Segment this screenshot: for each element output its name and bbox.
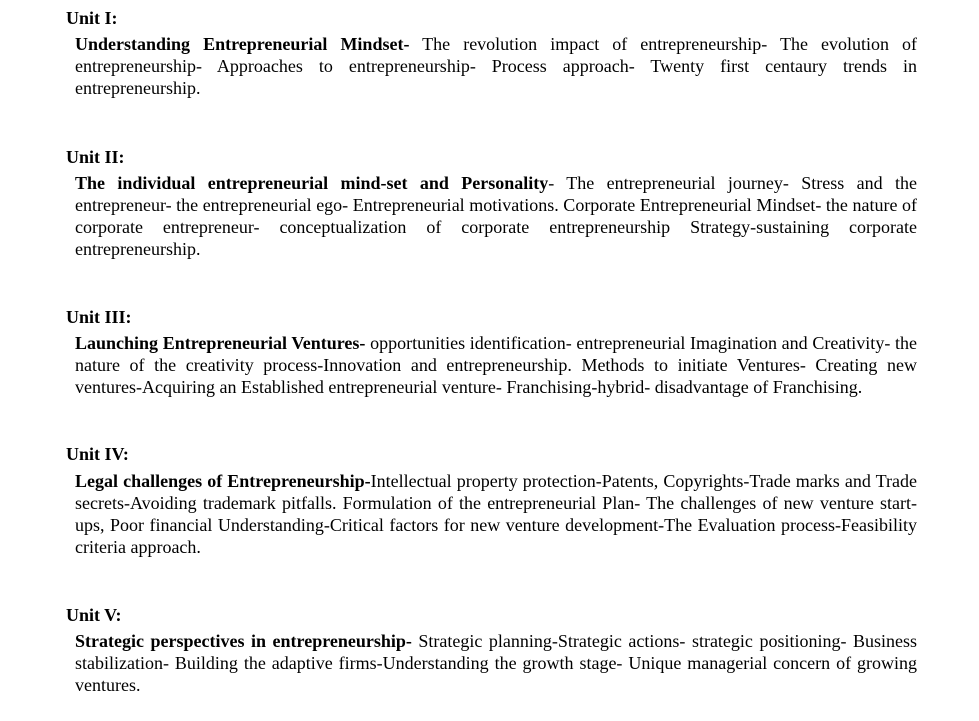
unit-4-heading: Unit IV:	[66, 444, 129, 464]
unit-4-title: Legal challenges of Entrepreneurship-	[75, 471, 371, 491]
unit-2-body: The individual entrepreneurial mind-set …	[75, 172, 917, 260]
unit-5-body: Strategic perspectives in entrepreneursh…	[75, 630, 917, 696]
unit-2-heading: Unit II:	[66, 147, 125, 167]
unit-3-heading: Unit III:	[66, 307, 132, 327]
unit-4-text: Intellectual property protection-Patents…	[75, 471, 917, 557]
unit-2-text: - The entrepreneurial journey- Stress an…	[75, 173, 917, 259]
unit-3-title: Launching Entrepreneurial Ventures-	[75, 333, 366, 353]
unit-1-body: Understanding Entrepreneurial Mindset- T…	[75, 33, 917, 99]
unit-3-body: Launching Entrepreneurial Ventures- oppo…	[75, 332, 917, 398]
unit-1-heading: Unit I:	[66, 8, 118, 28]
unit-5-title: Strategic perspectives in entrepreneursh…	[75, 631, 412, 651]
unit-2-title: The individual entrepreneurial mind-set …	[75, 173, 549, 193]
unit-3-text: opportunities identification- entreprene…	[75, 333, 917, 397]
unit-1-text: The revolution impact of entrepreneurshi…	[75, 34, 917, 98]
unit-5-text: Strategic planning-Strategic actions- st…	[75, 631, 917, 695]
unit-1-title: Understanding Entrepreneurial Mindset-	[75, 34, 410, 54]
unit-5-heading: Unit V:	[66, 605, 122, 625]
unit-4-body: Legal challenges of Entrepreneurship-Int…	[75, 470, 917, 558]
